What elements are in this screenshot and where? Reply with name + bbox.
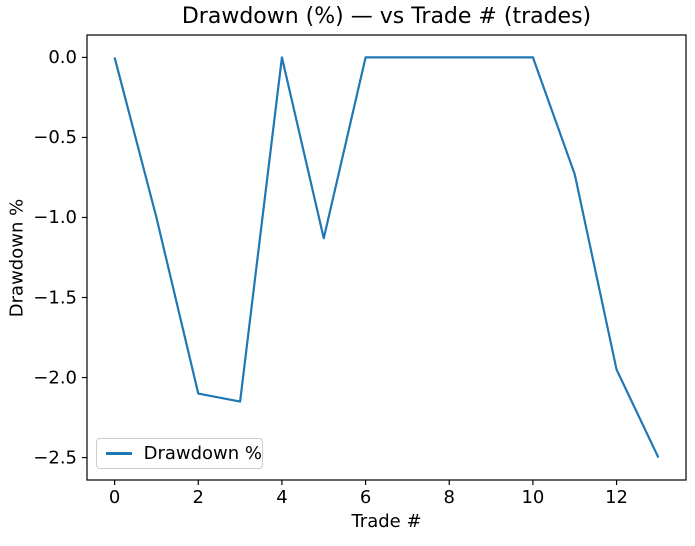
y-tick-label: −1.5 — [33, 287, 77, 308]
x-tick-label: 10 — [521, 487, 544, 508]
x-tick-label: 12 — [605, 487, 628, 508]
y-tick-label: −2.0 — [33, 367, 77, 388]
x-tick-label: 6 — [360, 487, 371, 508]
x-tick-label: 0 — [109, 487, 120, 508]
y-tick-label: −0.5 — [33, 127, 77, 148]
legend: Drawdown % — [96, 438, 263, 469]
y-tick-label: −2.5 — [33, 447, 77, 468]
legend-line-swatch — [106, 452, 132, 455]
legend-label: Drawdown % — [143, 442, 262, 464]
x-tick-label: 4 — [276, 487, 287, 508]
x-tick-label: 2 — [193, 487, 204, 508]
x-tick-label: 8 — [444, 487, 455, 508]
y-tick-label: −1.0 — [33, 207, 77, 228]
y-tick-label: 0.0 — [48, 47, 77, 68]
chart-title: Drawdown (%) — vs Trade # (trades) — [181, 4, 592, 29]
axes-spines — [86, 34, 687, 481]
x-axis-label: Trade # — [351, 511, 422, 532]
drawdown-line — [113, 56, 660, 459]
